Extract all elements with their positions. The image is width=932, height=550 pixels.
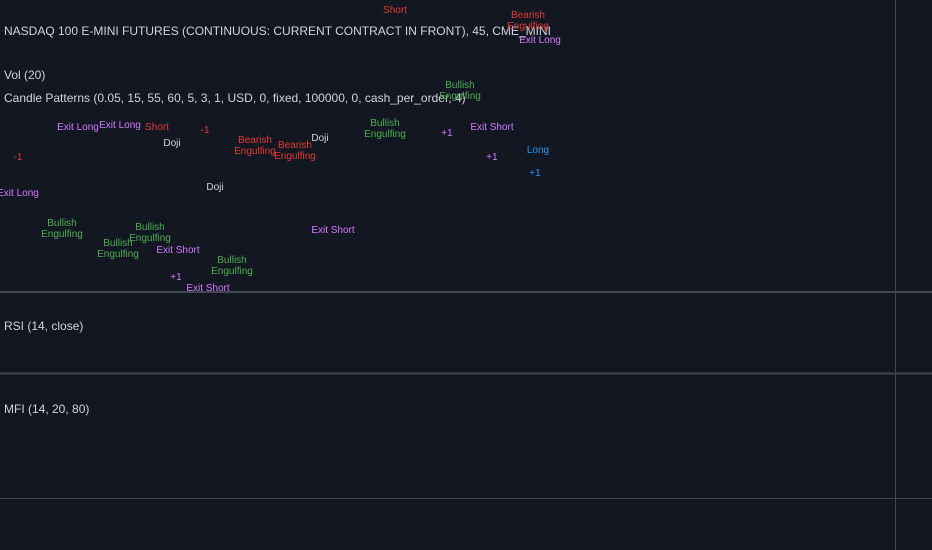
- indicator-label: RSI (14, close): [4, 319, 84, 333]
- pattern-annotation: Exit Long: [519, 35, 561, 46]
- pattern-annotation: Doji: [163, 138, 181, 149]
- pattern-annotation: Exit Short: [186, 283, 230, 294]
- pattern-annotation: Bullish Engulfing: [439, 80, 481, 102]
- pattern-annotation: -1: [13, 152, 23, 163]
- pattern-annotation: Doji: [311, 133, 329, 144]
- indicator-label: MFI (14, 20, 80): [4, 402, 90, 416]
- pattern-annotation: Exit Long: [0, 188, 39, 199]
- pattern-annotation: Bearish Engulfing: [274, 140, 316, 162]
- pattern-annotation: Bullish Engulfing: [364, 118, 406, 140]
- pattern-annotation: Bullish Engulfing: [41, 218, 83, 240]
- pattern-annotation: Bullish Engulfing: [129, 222, 171, 244]
- pattern-annotation: Short: [145, 122, 169, 133]
- pattern-annotation: Bullish Engulfing: [97, 238, 139, 260]
- pattern-annotation: Exit Long: [99, 120, 141, 131]
- pattern-annotation: Exit Long: [57, 122, 99, 133]
- indicator-label: Candle Patterns (0.05, 15, 55, 60, 5, 3,…: [4, 91, 466, 105]
- pattern-annotation: Long: [526, 145, 550, 156]
- symbol-title: NASDAQ 100 E-MINI FUTURES (CONTINUOUS: C…: [4, 24, 551, 38]
- pattern-annotation: +1: [170, 272, 182, 283]
- indicator-label: Vol (20): [4, 68, 46, 82]
- pattern-annotation: Exit Short: [156, 245, 200, 256]
- pattern-annotation: +1: [486, 152, 498, 163]
- pattern-annotation: +1: [529, 168, 541, 179]
- pattern-annotation: Bullish Engulfing: [211, 255, 253, 277]
- pattern-annotation: Doji: [206, 182, 224, 193]
- pattern-annotation: Short: [383, 5, 407, 16]
- pattern-annotation: +1: [441, 128, 453, 139]
- pattern-annotation: Bearish Engulfing: [234, 135, 276, 157]
- pattern-annotation: Exit Short: [470, 122, 514, 133]
- pattern-annotation: Bearish Engulfing: [507, 10, 549, 32]
- pattern-annotation: Exit Short: [311, 225, 355, 236]
- pattern-annotation: -1: [200, 125, 210, 136]
